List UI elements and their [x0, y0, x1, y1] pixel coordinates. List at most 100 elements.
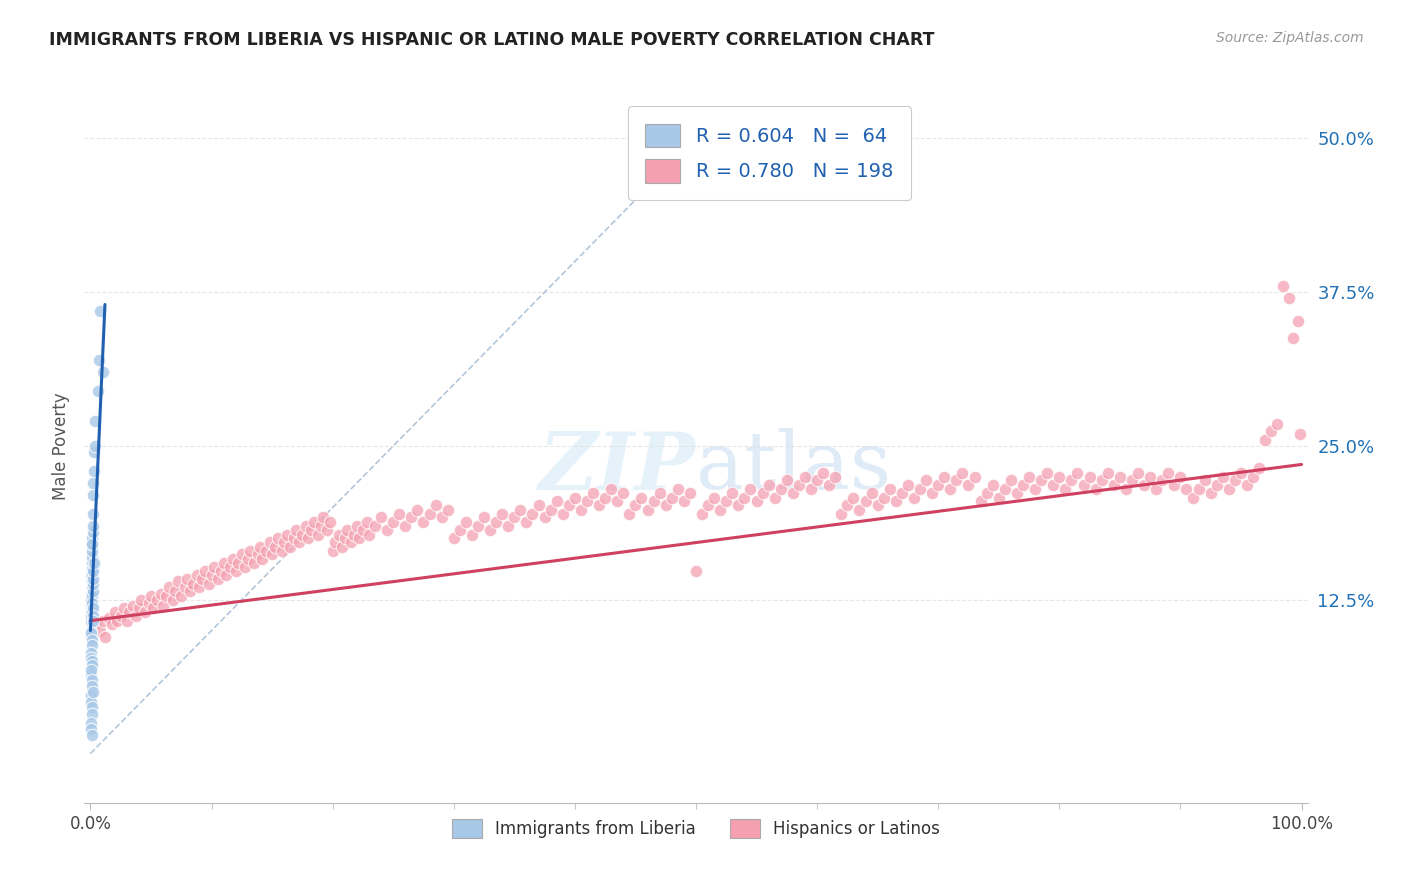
- Point: [80, 624, 103, 638]
- Point: [285, 523, 308, 537]
- Point: [375, 523, 398, 537]
- Point: [1054, 482, 1077, 496]
- Point: [697, 498, 720, 512]
- Point: [976, 485, 998, 500]
- Point: [80, 638, 103, 652]
- Point: [212, 556, 235, 570]
- Point: [287, 535, 309, 549]
- Point: [527, 498, 550, 512]
- Point: [503, 510, 526, 524]
- Point: [231, 547, 253, 561]
- Point: [162, 592, 184, 607]
- Point: [394, 519, 416, 533]
- Point: [80, 650, 103, 665]
- Point: [824, 469, 846, 483]
- Point: [198, 576, 221, 591]
- Point: [319, 516, 342, 530]
- Point: [352, 523, 374, 537]
- Point: [952, 466, 974, 480]
- Point: [1018, 469, 1040, 483]
- Point: [149, 587, 172, 601]
- Point: [89, 624, 111, 638]
- Point: [218, 559, 240, 574]
- Point: [80, 601, 103, 615]
- Point: [782, 485, 804, 500]
- Point: [304, 516, 326, 530]
- Point: [939, 482, 962, 496]
- Point: [82, 507, 104, 521]
- Point: [1102, 478, 1125, 492]
- Point: [80, 722, 103, 736]
- Point: [80, 707, 103, 722]
- Point: [152, 599, 174, 613]
- Point: [382, 516, 405, 530]
- Point: [336, 523, 359, 537]
- Point: [740, 482, 762, 496]
- Point: [600, 482, 623, 496]
- Point: [83, 556, 105, 570]
- Point: [703, 491, 725, 505]
- Point: [80, 537, 103, 551]
- Point: [1060, 474, 1083, 488]
- Point: [436, 503, 458, 517]
- Point: [267, 531, 290, 545]
- Point: [80, 633, 103, 648]
- Point: [994, 482, 1017, 496]
- Point: [1223, 474, 1246, 488]
- Point: [82, 576, 104, 591]
- Point: [252, 552, 274, 566]
- Point: [758, 478, 780, 492]
- Text: IMMIGRANTS FROM LIBERIA VS HISPANIC OR LATINO MALE POVERTY CORRELATION CHART: IMMIGRANTS FROM LIBERIA VS HISPANIC OR L…: [49, 31, 935, 49]
- Point: [733, 491, 755, 505]
- Point: [179, 584, 201, 599]
- Point: [134, 605, 156, 619]
- Point: [82, 614, 104, 628]
- Point: [80, 715, 103, 730]
- Point: [97, 611, 120, 625]
- Point: [1029, 474, 1052, 488]
- Point: [226, 556, 249, 570]
- Point: [794, 469, 817, 483]
- Point: [1091, 474, 1114, 488]
- Point: [588, 498, 610, 512]
- Point: [322, 543, 344, 558]
- Point: [860, 485, 883, 500]
- Point: [1084, 482, 1107, 496]
- Point: [82, 601, 104, 615]
- Point: [349, 531, 371, 545]
- Point: [80, 728, 103, 742]
- Point: [619, 507, 641, 521]
- Point: [593, 491, 616, 505]
- Point: [582, 485, 605, 500]
- Point: [340, 535, 363, 549]
- Point: [1175, 482, 1198, 496]
- Point: [165, 584, 187, 599]
- Point: [128, 601, 150, 615]
- Point: [1218, 482, 1240, 496]
- Point: [963, 469, 986, 483]
- Point: [1012, 478, 1035, 492]
- Point: [945, 474, 967, 488]
- Point: [1236, 478, 1258, 492]
- Point: [80, 605, 103, 619]
- Point: [82, 584, 104, 599]
- Point: [262, 547, 284, 561]
- Point: [879, 482, 901, 496]
- Point: [82, 589, 104, 603]
- Point: [183, 576, 205, 591]
- Point: [751, 485, 773, 500]
- Point: [343, 527, 366, 541]
- Point: [357, 527, 380, 541]
- Point: [80, 673, 103, 687]
- Point: [1133, 478, 1156, 492]
- Point: [866, 498, 889, 512]
- Point: [1036, 466, 1059, 480]
- Point: [1230, 466, 1253, 480]
- Point: [118, 605, 141, 619]
- Point: [461, 527, 484, 541]
- Point: [716, 494, 738, 508]
- Point: [259, 535, 281, 549]
- Point: [800, 482, 823, 496]
- Point: [166, 574, 188, 589]
- Point: [84, 414, 107, 428]
